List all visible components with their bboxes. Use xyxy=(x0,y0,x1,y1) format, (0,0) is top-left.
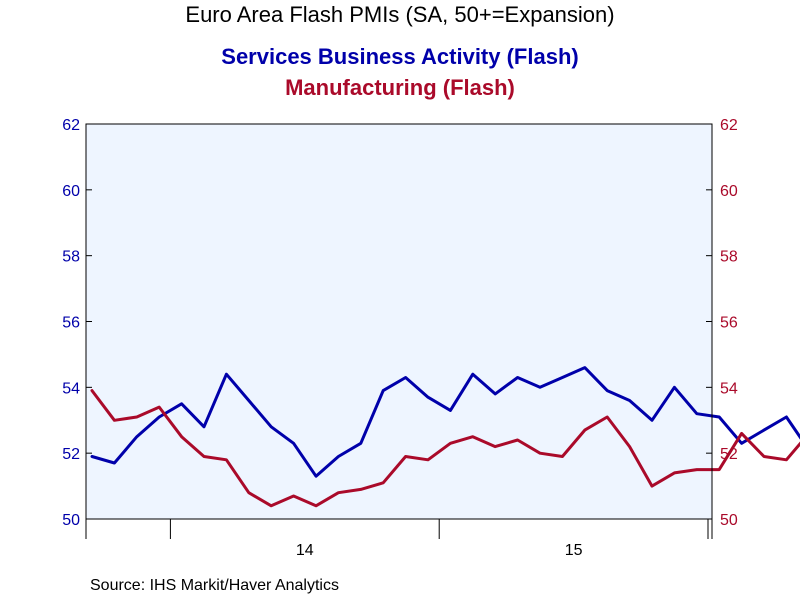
y-right-tick-label: 62 xyxy=(720,117,738,134)
y-right-tick-label: 54 xyxy=(720,380,738,397)
manufacturing-line xyxy=(90,389,800,508)
y-right-tick-label: 50 xyxy=(720,512,738,529)
x-tick-label: 14 xyxy=(296,542,314,559)
chart-title: Euro Area Flash PMIs (SA, 50+=Expansion) xyxy=(185,2,615,27)
y-left-tick-label: 50 xyxy=(62,512,80,529)
plot-area xyxy=(86,124,712,519)
y-left-tick-label: 62 xyxy=(62,117,80,134)
y-right-tick-label: 52 xyxy=(720,446,738,463)
x-tick-label: 15 xyxy=(565,542,583,559)
y-left-tick-label: 60 xyxy=(62,183,80,200)
y-left-tick-label: 56 xyxy=(62,315,80,332)
y-left-tick-label: 58 xyxy=(62,249,80,266)
y-left-tick-label: 52 xyxy=(62,446,80,463)
legend-services: Services Business Activity (Flash) xyxy=(221,44,579,69)
source-note: Source: IHS Markit/Haver Analytics xyxy=(90,577,339,594)
y-right-tick-label: 60 xyxy=(720,183,738,200)
y-left-tick-label: 54 xyxy=(62,380,80,397)
legend-manufacturing: Manufacturing (Flash) xyxy=(285,75,515,100)
y-right-tick-label: 56 xyxy=(720,315,738,332)
services-line xyxy=(90,366,800,478)
y-right-tick-label: 58 xyxy=(720,249,738,266)
